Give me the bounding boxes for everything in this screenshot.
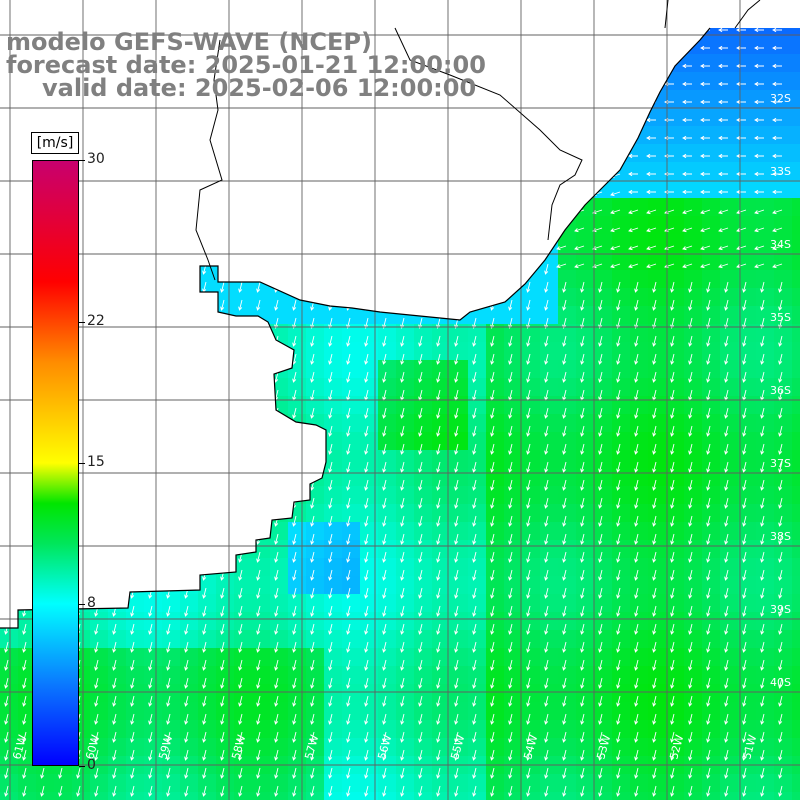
colorbar-tick-label: 15	[87, 454, 105, 470]
latitude-labels: 32S 33S 34S 35S 36S 37S 38S 39S 40S	[770, 92, 791, 689]
longitude-label: 54W	[521, 733, 540, 761]
title-forecast-date: forecast date: 2025-01-21 12:00:00	[6, 51, 486, 79]
longitude-label: 55W	[448, 733, 467, 761]
latitude-label: 34S	[770, 238, 791, 251]
longitude-label: 59W	[156, 733, 175, 761]
longitude-labels: 61W 60W 59W 58W 57W 56W 55W 54W 53W 52W 51W	[10, 733, 759, 761]
longitude-label: 52W	[667, 733, 686, 761]
colorbar-tick	[79, 604, 85, 606]
latitude-label: 40S	[770, 676, 791, 689]
colorbar-tick	[79, 321, 85, 323]
longitude-label: 56W	[375, 733, 394, 761]
colorbar-unit: [m/s]	[31, 132, 79, 154]
colorbar	[32, 160, 79, 766]
colorbar-tick-label: 0	[87, 757, 96, 773]
colorbar-tick	[79, 766, 85, 767]
latitude-label: 32S	[770, 92, 791, 105]
title-valid-date: valid date: 2025-02-06 12:00:00	[42, 74, 477, 102]
longitude-label: 61W	[10, 733, 29, 761]
longitude-label: 57W	[302, 733, 321, 761]
colorbar-tick-label: 22	[87, 312, 105, 329]
title-model: modelo GEFS-WAVE (NCEP)	[6, 28, 372, 56]
latitude-label: 36S	[770, 384, 791, 397]
longitude-label: 58W	[229, 733, 248, 761]
colorbar-tick	[79, 160, 85, 161]
longitude-label: 53W	[594, 733, 613, 761]
colorbar-tick-label: 30	[87, 151, 105, 167]
latitude-label: 35S	[770, 311, 791, 324]
longitude-label: 60W	[83, 733, 102, 761]
latitude-label: 37S	[770, 457, 791, 470]
latitude-label: 39S	[770, 603, 791, 616]
colorbar-tick-label: 8	[87, 595, 96, 612]
colorbar-tick	[79, 463, 85, 464]
coastline	[0, 0, 761, 629]
latitude-label: 33S	[770, 165, 791, 178]
longitude-label: 51W	[740, 733, 759, 761]
latitude-label: 38S	[770, 530, 791, 543]
